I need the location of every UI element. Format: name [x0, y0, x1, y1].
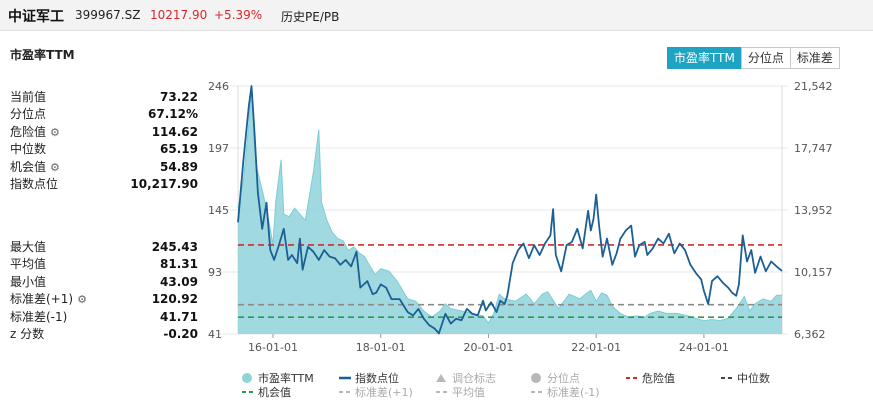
history-pe-pb-link[interactable]: 历史PE/PB [281, 10, 340, 24]
x-tick-label: 24-01-01 [679, 341, 729, 354]
y-left-tick-label: 41 [208, 328, 222, 341]
stat-row: z 分数 -0.20 [10, 326, 198, 343]
legend-item[interactable]: 标准差(-1) [531, 385, 600, 399]
x-tick-label: 20-01-01 [463, 341, 513, 354]
y-right-tick-label: 10,157 [794, 266, 833, 279]
metric-tabs: 市盈率TTM 分位点 标准差 [667, 47, 840, 69]
index-price: 10217.90 [150, 8, 208, 22]
stat-value: -0.20 [163, 326, 198, 341]
stat-row: 机会值 ⚙ 54.89 [10, 159, 198, 176]
index-header: 中证军工 399967.SZ 10217.90 +5.39% 历史PE/PB [0, 0, 873, 31]
x-tick-label: 22-01-01 [571, 341, 621, 354]
legend-label: 调仓标志 [452, 371, 496, 385]
stat-row: 危险值 ⚙ 114.62 [10, 124, 198, 141]
stat-value: 67.12% [148, 107, 198, 122]
pe-ttm-area [238, 86, 782, 334]
stat-label: 指数点位 [10, 176, 59, 191]
y-left-tick-label: 197 [208, 142, 229, 155]
legend-item[interactable]: 调仓标志 [436, 371, 496, 385]
y-right-tick-label: 21,542 [794, 80, 833, 93]
stats-history: 最大值 245.43 平均值 81.31 最小值 43.09 标准差(+1) ⚙ 120.92 标… [10, 239, 198, 343]
y-right-tick-label: 6,362 [794, 328, 826, 341]
panel-title: 市盈率TTM [10, 48, 75, 62]
stat-row: 平均值 81.31 [10, 256, 198, 273]
stat-label: 分位点 [10, 107, 47, 122]
legend-circle-icon [531, 373, 541, 383]
stat-value: 54.89 [160, 159, 198, 174]
x-tick-label: 16-01-01 [248, 341, 298, 354]
legend-label: 标准差(-1) [547, 385, 600, 399]
legend-label: 平均值 [452, 386, 485, 399]
index-code: 399967.SZ [75, 8, 141, 22]
legend-label: 危险值 [642, 371, 675, 385]
stat-label: 最小值 [10, 274, 47, 289]
legend-item[interactable]: 分位点 [531, 371, 580, 385]
stat-label: 机会值 ⚙ [10, 159, 60, 176]
tab-pe-ttm[interactable]: 市盈率TTM [667, 47, 742, 69]
stat-label: 标准差(-1) [10, 309, 68, 324]
legend-label: 市盈率TTM [258, 371, 314, 385]
legend-label: 指数点位 [355, 371, 399, 385]
stat-row: 当前值 73.22 [10, 89, 198, 106]
index-level-line [237, 85, 783, 335]
stat-value: 245.43 [151, 240, 198, 254]
stat-label: 危险值 ⚙ [10, 124, 60, 141]
legend-item[interactable]: 平均值 [436, 386, 485, 399]
stat-row: 中位数 65.19 [10, 141, 198, 158]
gear-icon[interactable]: ⚙ [50, 125, 60, 139]
legend-triangle-icon [436, 374, 446, 382]
stat-row: 指数点位 10,217.90 [10, 176, 198, 193]
stat-value: 65.19 [160, 142, 198, 157]
stat-value: 41.71 [160, 309, 198, 324]
stat-label: 平均值 [10, 257, 47, 272]
stat-value: 114.62 [151, 124, 198, 139]
stat-label: 最大值 [10, 240, 47, 254]
stat-row: 最小值 43.09 [10, 274, 198, 291]
legend-label: 机会值 [258, 385, 291, 399]
stats-current: 当前值 73.22 分位点 67.12% 危险值 ⚙ 114.62 中位数 65.19 机会值 ⚙ 5… [10, 89, 198, 193]
stat-value: 81.31 [160, 257, 198, 272]
stat-row: 标准差(-1) 41.71 [10, 309, 198, 326]
y-left-tick-label: 246 [208, 80, 229, 93]
stat-label: 当前值 [10, 90, 47, 104]
y-left-tick-label: 93 [208, 266, 222, 279]
y-right-tick-label: 17,747 [794, 142, 833, 155]
legend-label: 中位数 [737, 371, 770, 385]
stat-value: 120.92 [151, 292, 198, 307]
tab-std-dev[interactable]: 标准差 [789, 47, 840, 69]
legend-item[interactable]: 危险值 [626, 371, 675, 385]
legend-item[interactable]: 中位数 [721, 371, 770, 385]
legend-item[interactable]: 市盈率TTM [242, 371, 314, 385]
legend-circle-icon [242, 373, 252, 383]
legend-label: 标准差(+1) [355, 385, 413, 399]
gear-icon[interactable]: ⚙ [50, 160, 60, 174]
stat-row: 标准差(+1) ⚙ 120.92 [10, 291, 198, 308]
stat-value: 73.22 [160, 90, 198, 104]
stat-value: 10,217.90 [130, 176, 198, 191]
x-tick-label: 18-01-01 [356, 341, 406, 354]
legend-item[interactable]: 指数点位 [339, 371, 399, 385]
pe-chart: 246 197 145 93 41 21,542 17,747 13,952 10,157 6,3… [208, 80, 833, 399]
stat-label: z 分数 [10, 326, 45, 341]
legend-item[interactable]: 机会值 [242, 385, 291, 399]
stat-label: 中位数 [10, 142, 47, 157]
tab-percentile[interactable]: 分位点 [740, 47, 791, 69]
stat-label: 标准差(+1) ⚙ [10, 291, 87, 308]
y-left-tick-label: 145 [208, 204, 229, 217]
stat-row: 最大值 245.43 [10, 239, 198, 256]
stat-row: 分位点 67.12% [10, 106, 198, 123]
valuation-panel: 市盈率TTM 市盈率TTM 分位点 标准差 当前值 73.22 分位点 67.12% 危… [0, 34, 873, 403]
stat-value: 43.09 [160, 274, 198, 289]
index-name: 中证军工 [8, 9, 64, 25]
legend-label: 分位点 [547, 371, 580, 385]
gear-icon[interactable]: ⚙ [77, 293, 87, 307]
index-change: +5.39% [214, 8, 263, 22]
legend-item[interactable]: 标准差(+1) [339, 385, 413, 399]
y-right-tick-label: 13,952 [794, 204, 833, 217]
